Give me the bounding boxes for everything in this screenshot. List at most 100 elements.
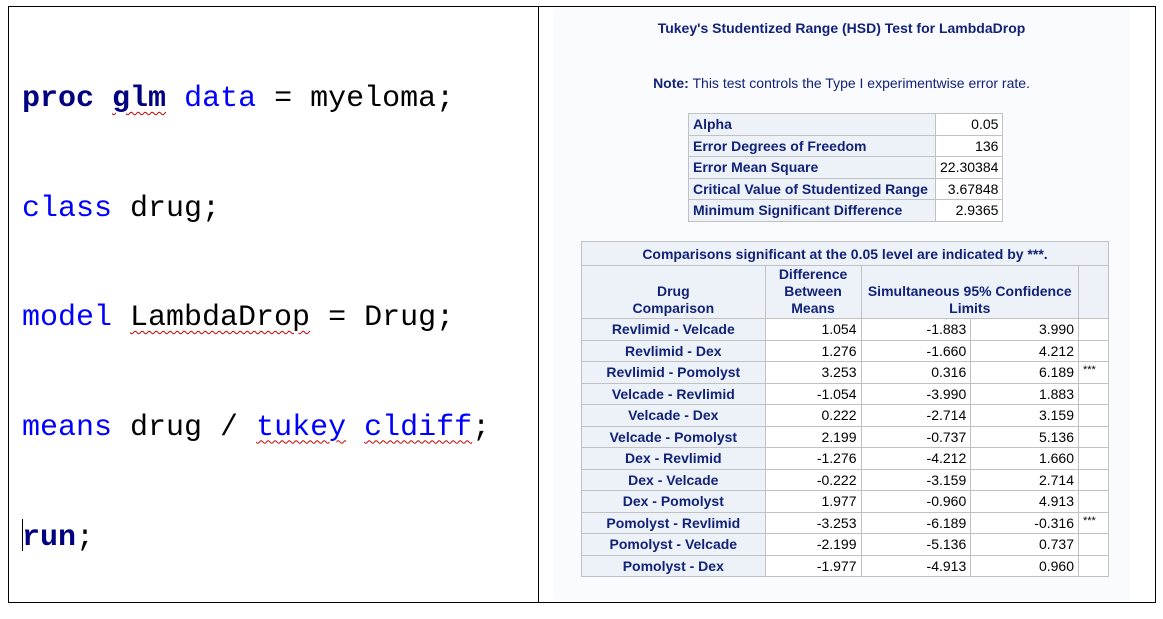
comparison-row: Velcade - Revlimid -1.054 -3.990 1.883 <box>581 382 1109 405</box>
upper-limit-value: -0.316 <box>970 511 1079 534</box>
lower-limit-value: -0.737 <box>860 425 972 448</box>
stat-value: 3.67848 <box>934 177 1004 200</box>
significance-marker: *** <box>1078 361 1109 384</box>
significance-marker <box>1078 382 1109 405</box>
lower-limit-value: -4.212 <box>860 447 972 470</box>
significance-marker <box>1078 554 1109 577</box>
significance-marker <box>1078 490 1109 513</box>
lower-limit-value: -4.913 <box>860 554 972 577</box>
header-difference: Difference Between Means <box>764 265 862 319</box>
stats-row: Minimum Significant Difference 2.9365 <box>688 199 1004 222</box>
sas-output-panel: Tukey's Studentized Range (HSD) Test for… <box>553 8 1130 600</box>
comparison-row: Pomolyst - Dex -1.977 -4.913 0.960 <box>581 554 1109 577</box>
lower-limit-value: -1.660 <box>860 339 972 362</box>
significance-marker <box>1078 468 1109 491</box>
comparison-label: Pomolyst - Revlimid <box>581 511 766 534</box>
comparisons-caption: Comparisons significant at the 0.05 leve… <box>581 241 1109 266</box>
code-line-3: model LambdaDrop = Drug; <box>22 300 490 337</box>
comparison-label: Velcade - Pomolyst <box>581 425 766 448</box>
code-line-5: run; <box>22 519 490 556</box>
upper-limit-value: 3.159 <box>970 404 1079 427</box>
stat-label: Error Mean Square <box>688 156 936 179</box>
lower-limit-value: -0.960 <box>860 490 972 513</box>
difference-value: 1.276 <box>764 339 862 362</box>
significance-marker <box>1078 533 1109 556</box>
output-title: Tukey's Studentized Range (HSD) Test for… <box>657 20 1026 36</box>
code-text: drug / <box>130 410 239 445</box>
significance-marker: *** <box>1078 511 1109 534</box>
comparison-label: Dex - Pomolyst <box>581 490 766 513</box>
difference-value: 0.222 <box>764 404 862 427</box>
difference-value: -2.199 <box>764 533 862 556</box>
column-divider <box>538 6 539 603</box>
difference-value: 2.199 <box>764 425 862 448</box>
document-frame <box>8 6 1156 603</box>
keyword-cldiff: cldiff <box>364 410 473 445</box>
code-line-4: means drug / tukey cldiff; <box>22 410 490 447</box>
upper-limit-value: 3.990 <box>970 318 1079 341</box>
stats-table: Alpha 0.05 Error Degrees of Freedom 136 Erro… <box>688 113 1004 222</box>
code-text: = myeloma; <box>274 82 455 116</box>
sas-code-editor[interactable]: proc glm data = myeloma; class drug; mod… <box>22 8 490 592</box>
significance-marker <box>1078 339 1109 362</box>
upper-limit-value: 4.913 <box>970 490 1079 513</box>
comparison-label: Revlimid - Velcade <box>581 318 766 341</box>
comparison-row: Revlimid - Dex 1.276 -1.660 4.212 <box>581 339 1109 362</box>
difference-value: -1.054 <box>764 382 862 405</box>
upper-limit-value: 1.883 <box>970 382 1079 405</box>
stat-label: Alpha <box>688 113 936 136</box>
text-cursor <box>22 519 23 551</box>
comparison-row: Dex - Velcade -0.222 -3.159 2.714 <box>581 468 1109 491</box>
code-text: = Drug; <box>328 301 455 335</box>
output-note: Note: This test controls the Type I expe… <box>553 75 1130 91</box>
keyword-tukey: tukey <box>256 410 347 445</box>
note-label: Note: <box>653 75 689 91</box>
significance-marker <box>1078 447 1109 470</box>
keyword-model: model <box>22 301 113 335</box>
code-line-2: class drug; <box>22 191 490 228</box>
comparison-label: Velcade - Dex <box>581 404 766 427</box>
comparisons-table: Comparisons significant at the 0.05 leve… <box>581 241 1109 577</box>
comparison-row: Revlimid - Velcade 1.054 -1.883 3.990 <box>581 318 1109 341</box>
note-text: This test controls the Type I experiment… <box>692 75 1030 91</box>
comparison-row: Revlimid - Pomolyst 3.253 0.316 6.189 *** <box>581 361 1109 384</box>
comparison-row: Dex - Pomolyst 1.977 -0.960 4.913 <box>581 490 1109 513</box>
stat-value: 22.30384 <box>934 156 1004 179</box>
lower-limit-value: -2.714 <box>860 404 972 427</box>
difference-value: 1.977 <box>764 490 862 513</box>
comparison-label: Dex - Revlimid <box>581 447 766 470</box>
stats-row: Alpha 0.05 <box>688 113 1004 136</box>
code-text: ; <box>76 521 95 555</box>
stat-value: 136 <box>934 134 1004 157</box>
upper-limit-value: 6.189 <box>970 361 1079 384</box>
stat-value: 2.9365 <box>934 199 1004 222</box>
significance-marker <box>1078 318 1109 341</box>
comparison-label: Revlimid - Pomolyst <box>581 361 766 384</box>
upper-limit-value: 2.714 <box>970 468 1079 491</box>
comparison-label: Dex - Velcade <box>581 468 766 491</box>
lower-limit-value: -3.990 <box>860 382 972 405</box>
header-confidence-limits: Simultaneous 95% Confidence Limits <box>860 265 1080 319</box>
significance-marker <box>1078 425 1109 448</box>
difference-value: -3.253 <box>764 511 862 534</box>
keyword-data: data <box>184 82 257 116</box>
significance-marker <box>1078 404 1109 427</box>
comparison-label: Velcade - Revlimid <box>581 382 766 405</box>
difference-value: -1.977 <box>764 554 862 577</box>
code-line-1: proc glm data = myeloma; <box>22 81 490 118</box>
code-text: drug; <box>130 191 221 226</box>
lower-limit-value: 0.316 <box>860 361 972 384</box>
code-text: ; <box>472 410 491 445</box>
code-text: LambdaDrop <box>130 301 311 335</box>
upper-limit-value: 4.212 <box>970 339 1079 362</box>
comparison-label: Revlimid - Dex <box>581 339 766 362</box>
comparison-label: Pomolyst - Velcade <box>581 533 766 556</box>
stat-label: Error Degrees of Freedom <box>688 134 936 157</box>
difference-value: -0.222 <box>764 468 862 491</box>
lower-limit-value: -1.883 <box>860 318 972 341</box>
stats-row: Error Degrees of Freedom 136 <box>688 134 1004 157</box>
keyword-class: class <box>22 191 113 226</box>
header-significance <box>1078 265 1109 319</box>
stats-row: Error Mean Square 22.30384 <box>688 156 1004 179</box>
stat-label: Minimum Significant Difference <box>688 199 936 222</box>
